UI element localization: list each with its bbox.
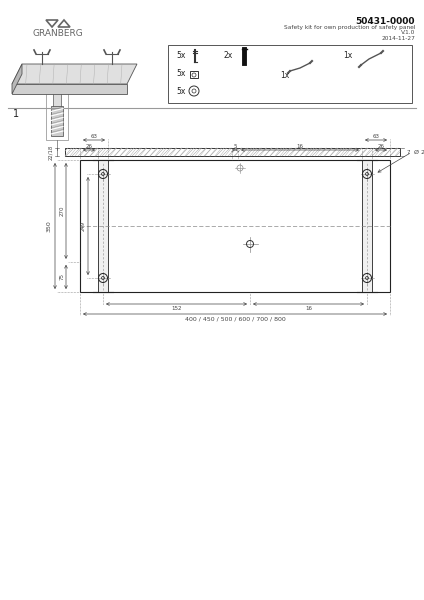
Text: 5x: 5x (176, 50, 185, 59)
Text: 16: 16 (296, 143, 304, 148)
Text: 350: 350 (47, 220, 51, 232)
Text: 1x: 1x (343, 50, 352, 59)
Bar (168, 45, 412, 103)
Text: Safety kit for own production of safety panel: Safety kit for own production of safety … (284, 25, 415, 31)
Bar (80, 160, 390, 292)
Text: 63: 63 (90, 133, 98, 139)
Bar (46, 88, 68, 140)
Bar (362, 160, 372, 292)
Text: 63: 63 (373, 133, 379, 139)
Text: 75: 75 (59, 274, 64, 280)
Text: 2014-11-27: 2014-11-27 (381, 35, 415, 40)
Bar (98, 160, 108, 292)
Text: 270: 270 (59, 206, 64, 216)
Bar (51, 106, 63, 136)
Text: Ø 20 x 5: Ø 20 x 5 (414, 149, 424, 154)
Bar (190, 71, 198, 78)
Text: 1x: 1x (280, 70, 289, 79)
Bar (53, 90, 61, 108)
Text: GRANBERG: GRANBERG (33, 28, 84, 37)
Text: 22/18: 22/18 (48, 145, 53, 160)
Text: 1: 1 (13, 109, 19, 119)
Text: 152: 152 (171, 305, 182, 311)
Text: 26: 26 (377, 143, 385, 148)
Text: 5x: 5x (176, 86, 185, 95)
Polygon shape (12, 64, 137, 84)
Bar (65, 148, 400, 156)
Text: 16: 16 (305, 305, 312, 311)
Text: 2x: 2x (223, 50, 232, 59)
Text: 5x: 5x (176, 70, 185, 79)
Polygon shape (12, 84, 127, 94)
Text: 249: 249 (81, 221, 86, 231)
Text: 26: 26 (86, 143, 92, 148)
Text: 400 / 450 / 500 / 600 / 700 / 800: 400 / 450 / 500 / 600 / 700 / 800 (184, 317, 285, 322)
Text: 50431-0000: 50431-0000 (355, 17, 415, 26)
Text: 5: 5 (233, 143, 237, 148)
Text: V.1.0: V.1.0 (401, 31, 415, 35)
Polygon shape (12, 64, 22, 94)
Text: 7: 7 (406, 149, 410, 154)
